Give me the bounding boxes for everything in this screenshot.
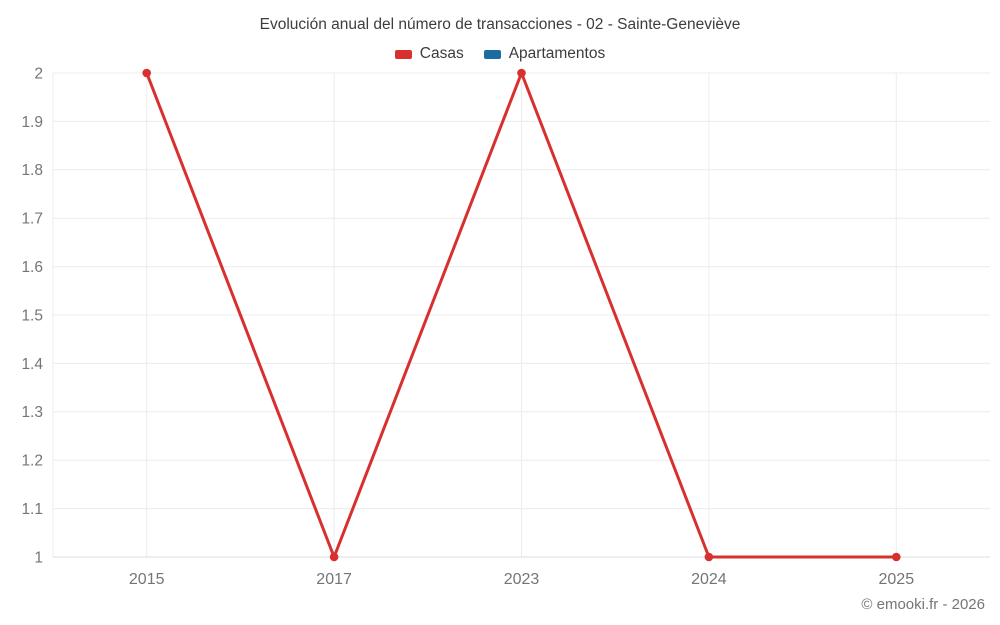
legend-item-apartamentos[interactable]: Apartamentos <box>483 45 606 63</box>
x-tick-label: 2024 <box>691 571 727 588</box>
y-tick-label: 1.9 <box>21 114 43 131</box>
y-tick-label: 1.2 <box>21 453 43 470</box>
data-point-casas[interactable] <box>892 552 901 562</box>
legend-label-casas: Casas <box>419 45 464 62</box>
y-tick-label: 2 <box>34 65 43 82</box>
y-tick-label: 1.1 <box>21 501 43 518</box>
x-tick-label: 2015 <box>129 571 165 588</box>
data-point-casas[interactable] <box>517 68 526 78</box>
y-tick-label: 1.3 <box>21 404 43 421</box>
legend-swatch-casas-icon <box>394 49 412 59</box>
y-tick-label: 1.5 <box>21 307 43 324</box>
x-tick-label: 2025 <box>879 571 915 588</box>
y-tick-label: 1.8 <box>21 162 43 179</box>
legend: Casas Apartamentos <box>0 45 1000 63</box>
y-tick-label: 1.6 <box>21 259 43 276</box>
legend-swatch-apartamentos-icon <box>483 49 501 59</box>
y-tick-label: 1.4 <box>21 356 43 373</box>
data-point-casas[interactable] <box>329 552 339 562</box>
legend-label-apartamentos: Apartamentos <box>508 45 606 62</box>
legend-item-casas[interactable]: Casas <box>394 45 464 63</box>
y-tick-label: 1.7 <box>21 211 43 228</box>
x-tick-label: 2023 <box>504 571 540 588</box>
copyright: © emooki.fr - 2026 <box>861 596 985 613</box>
x-tick-label: 2017 <box>316 571 352 588</box>
chart-title: Evolución anual del número de transaccio… <box>259 16 741 33</box>
data-point-casas[interactable] <box>704 552 714 562</box>
data-point-casas[interactable] <box>142 68 151 78</box>
y-tick-label: 1 <box>34 549 43 566</box>
